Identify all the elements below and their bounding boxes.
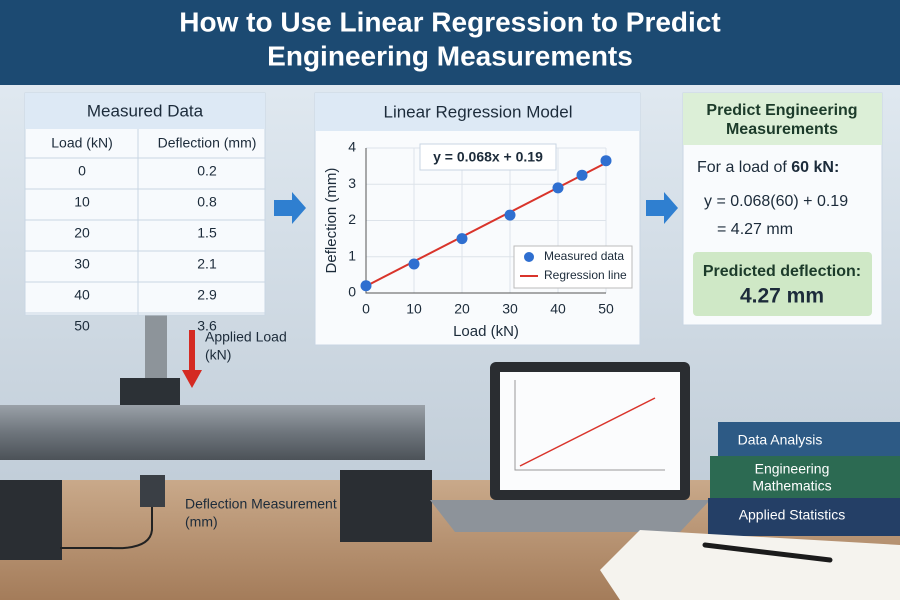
prediction-title-bg	[683, 93, 882, 145]
data-point	[504, 209, 516, 221]
laptop-plot	[519, 397, 656, 467]
piston	[145, 315, 167, 380]
prediction-formula: y = 0.068(60) + 0.19	[704, 193, 848, 210]
book	[718, 422, 900, 458]
notebook	[600, 530, 900, 600]
title: How to Use Linear Regression to Predict	[179, 6, 720, 37]
data-point	[408, 258, 420, 270]
legend-swatch	[524, 252, 534, 262]
pen	[702, 542, 833, 563]
regression-line	[365, 161, 607, 288]
x-tick-label: 10	[406, 301, 422, 317]
prediction-box	[693, 252, 872, 316]
laptop-axes	[514, 380, 665, 471]
cell: 0.2	[197, 163, 217, 179]
x-tick-label: 50	[598, 301, 614, 317]
label: Deflection Measurement	[185, 496, 337, 512]
label: (mm)	[185, 514, 218, 530]
arrow	[646, 192, 678, 224]
legend-label: Regression line	[544, 268, 627, 282]
x-tick-label: 40	[550, 301, 566, 317]
cell: 2.9	[197, 287, 217, 303]
gauge	[140, 475, 165, 507]
book-title: Applied Statistics	[739, 507, 846, 523]
title: Engineering Measurements	[267, 40, 633, 71]
book-title: Data Analysis	[738, 432, 823, 448]
label: (kN)	[205, 347, 231, 363]
cell: 30	[74, 256, 90, 272]
arrow	[274, 192, 306, 224]
table-panel	[24, 92, 266, 316]
table: Load (kN) Deflection (mm) 0 0.2 10 0.8 20 1.5 30…	[25, 129, 265, 334]
model-title: Linear Regression Model	[384, 102, 573, 121]
y-tick-label: 3	[348, 175, 356, 191]
y-tick-label: 1	[348, 247, 356, 263]
load-head	[120, 378, 180, 406]
cell: 2.1	[197, 256, 217, 272]
support	[340, 470, 432, 542]
equation-box	[419, 143, 557, 171]
y-tick-label: 0	[348, 284, 356, 300]
table-title: Measured Data	[87, 101, 204, 120]
legend-label: Measured data	[544, 249, 624, 263]
equation: y = 0.068x + 0.19	[433, 149, 543, 165]
axes	[365, 148, 606, 294]
cell: 0.8	[197, 194, 217, 210]
column-header: Load (kN)	[51, 135, 112, 151]
model-title-bg	[315, 93, 640, 131]
prediction-prefix: For a load of	[697, 159, 787, 176]
data-point	[456, 233, 468, 245]
book-title: Engineering	[755, 461, 830, 477]
table-title-bg	[25, 93, 265, 129]
cell: 3.6	[197, 318, 217, 334]
x-tick-label: 20	[454, 301, 470, 317]
label: Applied Load	[205, 329, 287, 345]
prediction-box-value: 4.27 mm	[740, 285, 824, 308]
laptop-base	[430, 500, 710, 532]
data-point	[552, 182, 564, 194]
data-point	[360, 280, 372, 292]
data-point	[576, 169, 588, 181]
prediction-load: 60 kN:	[791, 159, 839, 176]
cell: 10	[74, 194, 90, 210]
book-title: Mathematics	[752, 478, 831, 494]
cell: 0	[78, 163, 86, 179]
cable	[60, 507, 153, 550]
prediction-box-title: Predicted deflection:	[703, 263, 861, 280]
data-point	[600, 155, 612, 167]
y-tick-label: 4	[348, 139, 356, 155]
prediction-title: Measurements	[726, 121, 838, 138]
cell: 1.5	[197, 225, 217, 241]
book	[708, 498, 900, 536]
x-tick-label: 30	[502, 301, 518, 317]
y-tick-label: 2	[348, 211, 356, 227]
book	[710, 456, 900, 500]
prediction-result: = 4.27 mm	[717, 221, 793, 238]
cell: 40	[74, 287, 90, 303]
header-bar	[0, 0, 900, 85]
y-axis-label: Deflection (mm)	[323, 168, 340, 274]
prediction-title: Predict Engineering	[706, 102, 857, 119]
cell: 50	[74, 318, 90, 334]
legend-box	[513, 245, 633, 289]
cell: 20	[74, 225, 90, 241]
support	[0, 480, 62, 560]
x-tick-label: 0	[362, 301, 370, 317]
load-arrow-head	[182, 370, 202, 388]
beam	[0, 405, 425, 460]
prediction-text: For a load of 60 kN:	[697, 159, 839, 176]
chart: 0 10 20 30 40 50 0 1 2 3 4 Load (kN) Deflection (mm)…	[323, 139, 633, 340]
model-panel	[314, 92, 641, 346]
column-header: Deflection (mm)	[158, 135, 257, 151]
x-axis-label: Load (kN)	[453, 323, 519, 340]
